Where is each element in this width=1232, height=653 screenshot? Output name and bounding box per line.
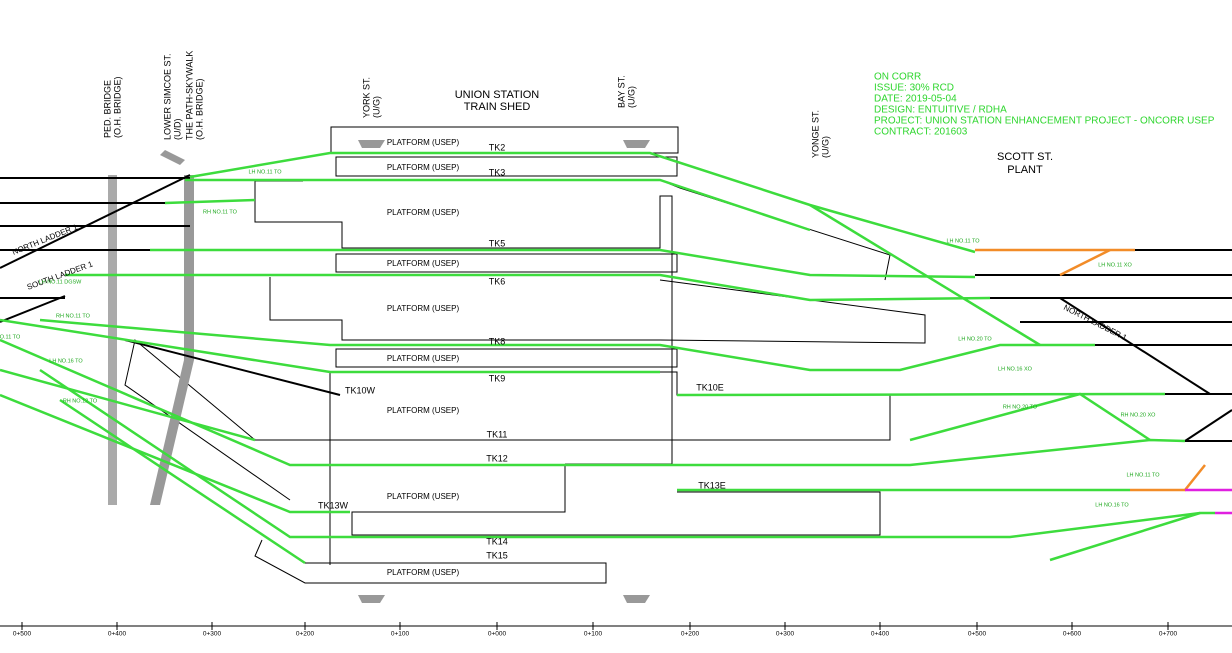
street-label: (O.H. BRIDGE) (194, 78, 204, 140)
switch-label: LH NO.16 TO (49, 358, 83, 364)
platform-label: PLATFORM (USEP) (387, 354, 460, 363)
switch-label: RH NO.20 XO (1121, 412, 1157, 418)
platform-label: PLATFORM (USEP) (387, 163, 460, 172)
chainage-label: 0+100 (584, 631, 603, 638)
track-label: TK10W (345, 385, 376, 395)
track-label: TK9 (489, 373, 506, 383)
switch-label: LH NO.11 TO (946, 238, 980, 244)
ladder-label: NORTH LADDER 1 (11, 222, 79, 257)
chainage-label: 0+300 (776, 631, 795, 638)
track-label: TK2 (489, 142, 506, 152)
switch-label: LH NO.11 DGSW (39, 279, 82, 285)
street-label: (O.H. BRIDGE) (112, 76, 122, 138)
plant-label: SCOTT ST. (997, 151, 1053, 163)
platform-label: PLATFORM (USEP) (387, 138, 460, 147)
switch-label: RH NO.20 TO (1003, 404, 1038, 410)
chainage-label: 0+400 (108, 631, 127, 638)
switch-label: RH NO.11 TO (56, 313, 91, 319)
shed-label: UNION STATION (455, 89, 540, 101)
track-label: TK8 (489, 336, 506, 346)
switch-label: LH NO.11 XO (1098, 262, 1132, 268)
chainage-label: 0+500 (13, 631, 32, 638)
street-label: (U/G) (820, 136, 830, 158)
street-label: THE PATH-SKYWALK (184, 51, 194, 140)
title-block-line: PROJECT: UNION STATION ENHANCEMENT PROJE… (874, 116, 1215, 127)
track-label: TK15 (486, 550, 508, 560)
title-block-line: DATE: 2019-05-04 (874, 94, 957, 105)
switch-label: NO.11 TO (0, 334, 21, 340)
chainage-label: 0+300 (203, 631, 222, 638)
chainage-label: 0+000 (488, 631, 507, 638)
street-label: YONGE ST. (810, 110, 820, 158)
chainage-label: 0+700 (1159, 631, 1178, 638)
street-label: PED. BRIDGE (102, 80, 112, 138)
street-label: (U/D) (172, 119, 182, 141)
track-label: TK6 (489, 276, 506, 286)
chainage-label: 0+100 (391, 631, 410, 638)
street-label: (U/G) (371, 96, 381, 118)
title-block-line: ON CORR (874, 72, 921, 83)
chainage-label: 0+500 (968, 631, 987, 638)
switch-label: LH NO.16 TO (1095, 502, 1129, 508)
platform-label: PLATFORM (USEP) (387, 406, 460, 415)
platform-label: PLATFORM (USEP) (387, 304, 460, 313)
track-label: TK11 (487, 429, 508, 439)
platform-label: PLATFORM (USEP) (387, 492, 460, 501)
title-block-line: ISSUE: 30% RCD (874, 83, 954, 94)
platform-label: PLATFORM (USEP) (387, 568, 460, 577)
platform-label: PLATFORM (USEP) (387, 259, 460, 268)
track-label: TK13W (318, 500, 349, 510)
street-label: (U/G) (626, 86, 636, 108)
street-label: YORK ST. (361, 77, 371, 118)
switch-label: LH NO.11 TO (1126, 472, 1160, 478)
switch-label: LH NO.20 TO (958, 336, 992, 342)
plant-label: PLANT (1007, 164, 1043, 176)
chainage-label: 0+200 (681, 631, 700, 638)
chainage-label: 0+600 (1063, 631, 1082, 638)
chainage-label: 0+400 (871, 631, 890, 638)
shed-label: TRAIN SHED (464, 101, 531, 113)
platform-label: PLATFORM (USEP) (387, 208, 460, 217)
switch-label: RH NO.11 TO (203, 209, 238, 215)
track-label: TK5 (489, 238, 506, 248)
street-label: LOWER SIMCOE ST. (162, 53, 172, 140)
switch-label: LH NO.11 TO (248, 169, 282, 175)
switch-label: RH NO.12 TO (63, 398, 98, 404)
track-label: TK13E (698, 480, 726, 490)
switch-label: LH NO.16 XO (998, 366, 1033, 372)
layout (0, 126, 1232, 627)
track-label: TK12 (486, 453, 508, 463)
street-label: BAY ST. (616, 75, 626, 108)
title-block-line: DESIGN: ENTUITIVE / RDHA (874, 105, 1007, 116)
track-label: TK14 (486, 536, 508, 546)
title-block-line: CONTRACT: 201603 (874, 127, 968, 138)
track-label: TK10E (696, 382, 724, 392)
track-label: TK3 (489, 167, 506, 177)
chainage-label: 0+200 (296, 631, 315, 638)
